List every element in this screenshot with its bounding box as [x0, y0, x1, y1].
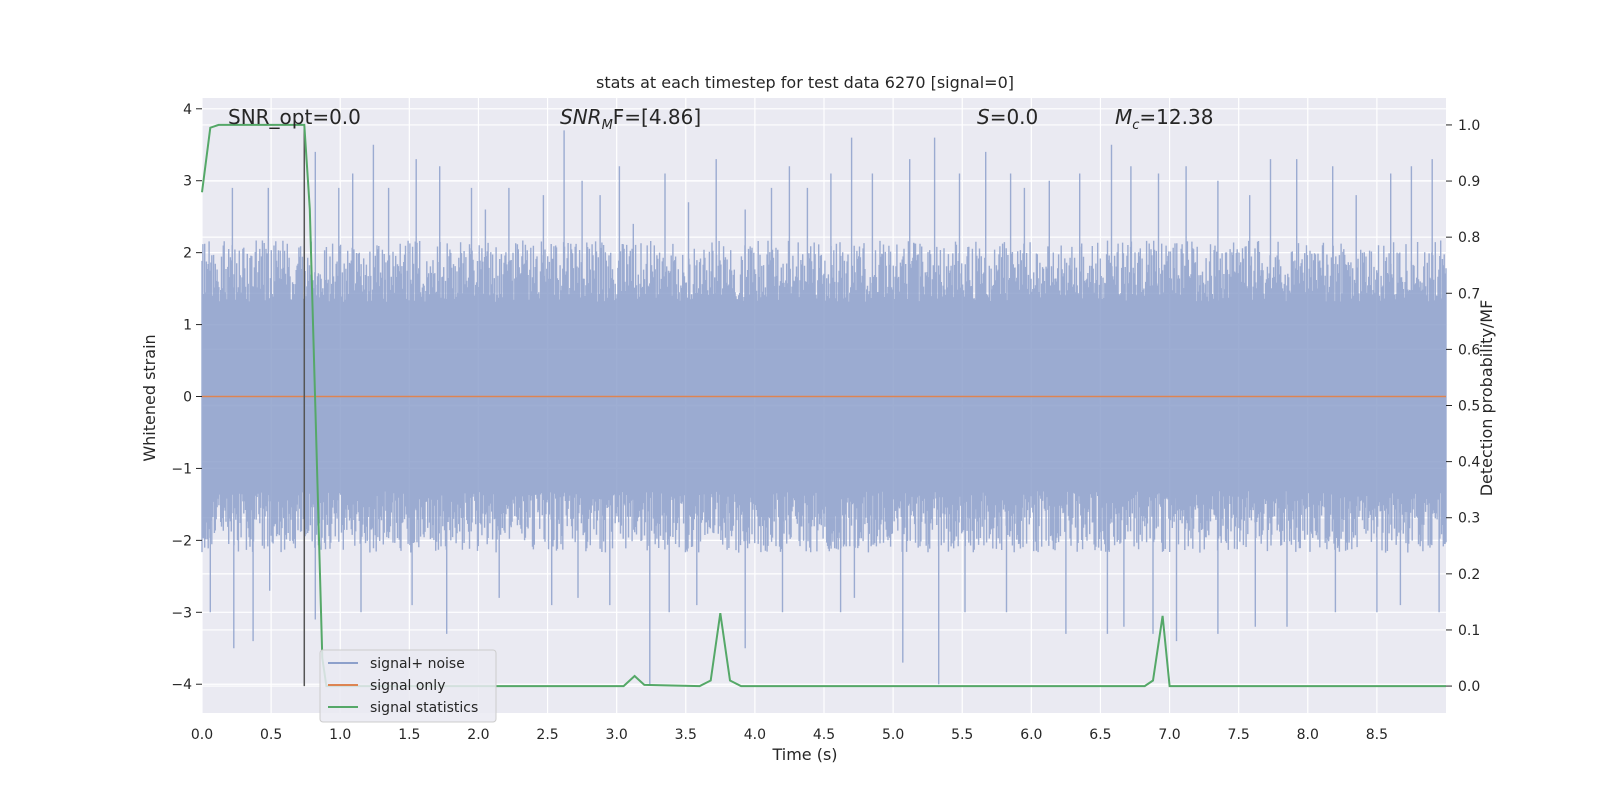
- y-tick-label: −2: [171, 533, 192, 549]
- legend-label-signal-noise: signal+ noise: [370, 656, 465, 672]
- y-tick-label: 1: [183, 318, 192, 334]
- legend-label-signal-statistics: signal statistics: [370, 700, 478, 716]
- y2-tick-label: 0.2: [1458, 567, 1480, 583]
- legend-box: [319, 649, 497, 723]
- y-tick-label: 2: [183, 246, 192, 262]
- annotation-mc: Mc=12.38: [1115, 105, 1213, 133]
- y2-tick-label: 0.9: [1458, 174, 1480, 190]
- x-tick-label: 4.0: [744, 727, 766, 743]
- y-axis-label: Whitened strain: [140, 334, 159, 461]
- x-axis-label: Time (s): [771, 745, 837, 764]
- y2-tick-label: 0.8: [1458, 230, 1480, 246]
- annotation-snr-mf-main: SNR: [560, 105, 602, 129]
- x-tick-label: 4.5: [813, 727, 835, 743]
- signal-statistics-line: [201, 123, 1446, 688]
- annotation-snr-mf: SNRMF=[4.86]: [560, 105, 701, 133]
- signal-statistics-series: [201, 123, 1446, 688]
- annotation-s-rest: =0.0: [990, 105, 1039, 129]
- annotation-mc-rest: =12.38: [1139, 105, 1213, 129]
- x-tick-label: 3.0: [606, 727, 628, 743]
- signal-noise-series: [201, 130, 1447, 685]
- y-axis-ticks: 4 3 2 1 0 −1 −2 −3 −4: [171, 102, 202, 693]
- x-axis-ticks: 0.0 0.5 1.0 1.5 2.0 2.5 3.0 3.5 4.0 4.5 5.0 5.5 6.0 6…: [191, 727, 1388, 743]
- annotation-snr-mf-sub: M: [602, 118, 613, 133]
- y2-tick-label: 0.6: [1458, 342, 1480, 358]
- y-tick-label: 3: [183, 174, 192, 190]
- y2-tick-label: 0.7: [1458, 286, 1480, 302]
- chart-title: stats at each timestep for test data 627…: [596, 73, 1014, 92]
- y2-tick-label: 0.0: [1458, 679, 1480, 695]
- y-tick-label: 4: [183, 102, 192, 118]
- y-tick-label: −4: [171, 677, 192, 693]
- y2-axis-ticks: 1.0 0.9 0.8 0.7 0.6 0.5 0.4 0.3 0.2 0.1 0.0: [1446, 118, 1480, 695]
- annotation-s-main: S: [977, 105, 990, 129]
- y2-tick-label: 0.1: [1458, 623, 1480, 639]
- annotation-snr-opt: SNR_opt=0.0: [228, 105, 361, 129]
- y-tick-label: 0: [183, 390, 192, 406]
- x-tick-label: 3.5: [675, 727, 697, 743]
- legend-label-signal-only: signal only: [370, 678, 445, 694]
- annotation-snr-mf-rest: F=[4.86]: [613, 105, 701, 129]
- annotation-s: S=0.0: [977, 105, 1038, 129]
- y-tick-label: −1: [171, 461, 192, 477]
- x-tick-label: 6.0: [1020, 727, 1042, 743]
- x-tick-label: 2.5: [536, 727, 558, 743]
- x-tick-label: 6.5: [1089, 727, 1111, 743]
- annotation-mc-main: M: [1115, 105, 1132, 129]
- x-tick-label: 0.5: [260, 727, 282, 743]
- x-tick-label: 2.0: [467, 727, 489, 743]
- x-tick-label: 8.5: [1366, 727, 1388, 743]
- y2-tick-label: 1.0: [1458, 118, 1480, 134]
- x-tick-label: 1.0: [329, 727, 351, 743]
- y-tick-label: −3: [171, 605, 192, 621]
- signal-noise-line: [201, 130, 1447, 685]
- annotation-mc-sub: c: [1132, 118, 1139, 133]
- y2-tick-label: 0.5: [1458, 399, 1480, 415]
- x-tick-label: 1.5: [398, 727, 420, 743]
- y2-tick-label: 0.3: [1458, 511, 1480, 527]
- y2-axis-label: Detection probability/MF: [1477, 300, 1496, 497]
- x-tick-label: 8.0: [1297, 727, 1319, 743]
- legend: signal+ noise signal only signal statist…: [319, 649, 497, 723]
- x-tick-label: 7.5: [1228, 727, 1250, 743]
- x-tick-label: 5.0: [882, 727, 904, 743]
- x-tick-label: 7.0: [1158, 727, 1180, 743]
- x-tick-label: 0.0: [191, 727, 213, 743]
- y2-tick-label: 0.4: [1458, 455, 1480, 471]
- x-tick-label: 5.5: [951, 727, 973, 743]
